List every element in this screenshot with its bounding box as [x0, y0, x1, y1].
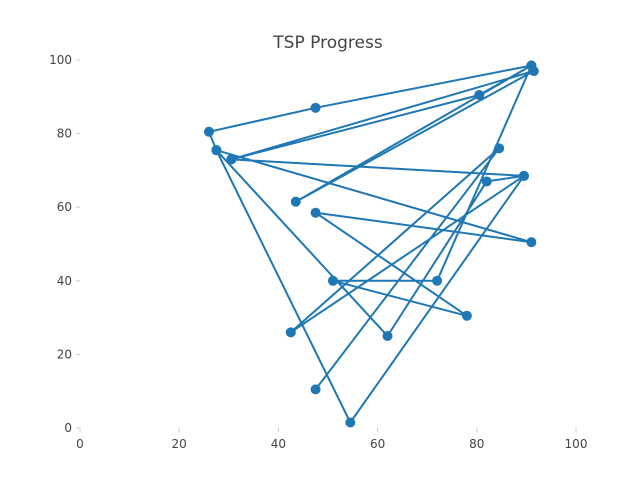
city-point: [481, 176, 492, 187]
city-point: [310, 384, 321, 395]
city-point: [526, 60, 537, 71]
y-tick-label: 60: [57, 200, 72, 214]
city-point: [518, 170, 529, 181]
city-point: [203, 126, 214, 137]
x-tick-label: 40: [271, 437, 286, 451]
city-point: [461, 310, 472, 321]
y-tick-label: 40: [57, 274, 72, 288]
city-point: [494, 143, 505, 154]
x-tick-label: 100: [565, 437, 588, 451]
city-point: [382, 331, 393, 341]
city-point: [474, 89, 485, 100]
y-tick-label: 100: [49, 53, 72, 67]
route-line: [208, 64, 535, 424]
x-tick-label: 60: [370, 437, 385, 451]
x-tick-label: 20: [172, 437, 187, 451]
chart-title: TSP Progress: [272, 33, 383, 53]
x-tick-label: 80: [469, 437, 484, 451]
plot-area: [203, 60, 539, 428]
city-point: [310, 102, 321, 113]
city-point: [432, 275, 443, 286]
city-point: [526, 237, 537, 248]
y-tick-label: 0: [64, 421, 72, 435]
y-tick-label: 80: [57, 127, 72, 141]
city-point: [211, 145, 222, 156]
city-point: [226, 154, 237, 165]
city-point: [290, 196, 301, 207]
x-tick-label: 0: [76, 437, 84, 451]
city-point: [327, 275, 338, 286]
x-axis: 0 20 40 60 80 100: [76, 428, 587, 451]
city-point: [285, 327, 296, 338]
city-point: [345, 417, 356, 428]
city-point: [310, 207, 321, 218]
y-axis: 0 20 40 60 80 100: [49, 53, 80, 435]
y-tick-label: 20: [57, 347, 72, 361]
